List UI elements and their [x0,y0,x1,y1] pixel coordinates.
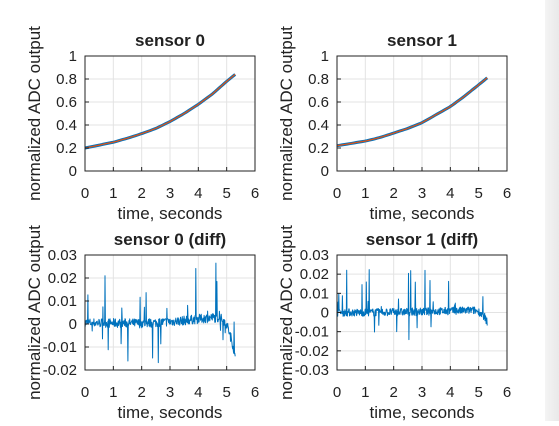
x-tick-label: 3 [418,384,426,401]
y-tick-label: 1 [321,48,329,65]
y-tick-label: 0.2 [308,140,329,157]
window-edge [545,0,559,421]
x-tick-label: 1 [361,384,369,401]
y-tick-label: 0.6 [308,94,329,111]
y-tick-label: 0 [69,316,77,333]
x-tick-label: 4 [194,185,202,202]
y-tick-label: 0.01 [300,285,329,302]
y-tick-label: 0.01 [48,293,77,310]
x-tick-label: 3 [418,185,426,202]
x-axis-label: time, seconds [370,204,475,223]
x-tick-label: 6 [503,185,511,202]
x-tick-label: 0 [333,185,341,202]
y-tick-label: 0.8 [56,71,77,88]
y-tick-label: 1 [69,48,77,65]
y-axis-label: normalized ADC output [25,26,44,201]
y-tick-label: 0.02 [48,270,77,287]
series-line-0 [336,269,488,341]
y-axis-label: normalized ADC output [277,26,296,201]
x-tick-label: 0 [333,384,341,401]
chart-title: sensor 1 (diff) [366,230,478,249]
y-tick-label: 0.8 [308,71,329,88]
x-tick-label: 5 [474,185,482,202]
x-tick-label: 5 [222,384,230,401]
series-line-1 [336,77,488,147]
x-tick-label: 4 [194,384,202,401]
chart-title: sensor 0 [135,31,205,50]
x-tick-label: 1 [109,384,117,401]
x-tick-label: 1 [109,185,117,202]
x-tick-label: 0 [81,384,89,401]
y-tick-label: -0.01 [43,339,77,356]
y-tick-label: 0.4 [56,117,77,134]
x-tick-label: 2 [137,185,145,202]
x-tick-label: 5 [474,384,482,401]
y-axis-label: normalized ADC output [277,225,296,400]
x-tick-label: 0 [81,185,89,202]
chart-panel-0: 0 1 2 3 4 5 6 0 0.2 0.4 0.6 0.8 1 sensor 0 time, secon… [25,26,259,223]
x-tick-label: 6 [503,384,511,401]
x-tick-label: 3 [166,384,174,401]
y-tick-label: 0.6 [56,94,77,111]
x-tick-label: 6 [251,185,259,202]
y-tick-label: 0.03 [48,247,77,264]
chart-title: sensor 1 [387,31,457,50]
x-tick-label: 2 [389,185,397,202]
y-tick-label: 0.03 [300,247,329,264]
y-tick-label: -0.03 [295,362,329,379]
y-axis-label: normalized ADC output [25,225,44,400]
y-tick-label: 0.2 [56,140,77,157]
y-tick-label: 0 [69,163,77,180]
y-tick-label: 0 [321,163,329,180]
x-tick-label: 4 [446,384,454,401]
x-tick-label: 5 [222,185,230,202]
y-tick-label: 0 [321,305,329,322]
series-line-0 [84,262,236,364]
x-tick-label: 1 [361,185,369,202]
x-tick-label: 3 [166,185,174,202]
x-tick-label: 2 [389,384,397,401]
y-tick-label: 0.02 [300,266,329,283]
x-axis-label: time, seconds [118,403,223,421]
series-line-1 [84,73,236,149]
x-axis-label: time, seconds [370,403,475,421]
x-axis-label: time, seconds [118,204,223,223]
chart-panel-1: 0 1 2 3 4 5 6 0 0.2 0.4 0.6 0.8 1 sensor 1 time, secon… [277,26,511,223]
x-tick-label: 6 [251,384,259,401]
x-tick-label: 2 [137,384,145,401]
x-tick-label: 4 [446,185,454,202]
y-tick-label: -0.02 [43,362,77,379]
chart-title: sensor 0 (diff) [114,230,226,249]
y-tick-label: -0.01 [295,324,329,341]
y-tick-label: 0.4 [308,117,329,134]
y-tick-label: -0.02 [295,343,329,360]
chart-panel-2: 0 1 2 3 4 5 6 -0.02 -0.01 0 0.01 0.02 0.03 sensor 0 (… [25,225,259,422]
chart-panel-3: 0 1 2 3 4 5 6 -0.03 -0.02 -0.01 0 0.01 0.02 0.03 senso… [277,225,511,422]
